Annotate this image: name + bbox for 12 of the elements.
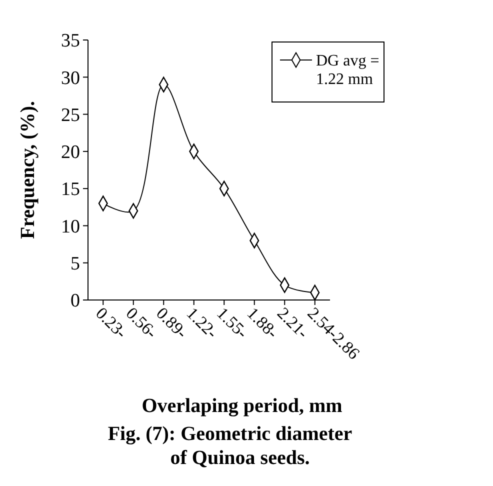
y-tick-label: 15: [61, 179, 80, 200]
y-tick-label: 5: [70, 254, 80, 275]
x-axis-title: Overlaping period, mm: [142, 395, 343, 417]
text: Fig. (7): Geometric diameter of Quinoa seeds.: [108, 423, 352, 469]
y-tick-label: 20: [61, 142, 80, 164]
y-tick-label: 35: [61, 30, 80, 52]
y-axis-title: Frequency, (%).: [17, 101, 39, 239]
legend-label: DG avg = 1.22 mm: [316, 52, 380, 88]
y-tick-label: 25: [61, 104, 80, 126]
y-tick-label: 0: [70, 290, 80, 312]
y-tick-label: 10: [61, 216, 80, 238]
y-tick-label: 30: [61, 68, 80, 89]
